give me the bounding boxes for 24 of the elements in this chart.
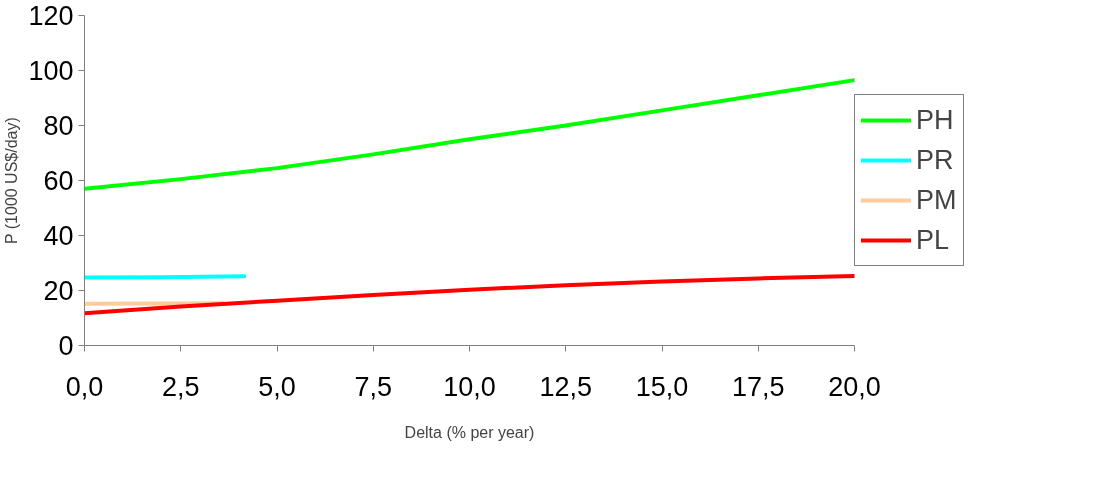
y-tick-label: 40 [43,221,74,251]
y-tick-label: 20 [43,276,74,306]
x-tick-label: 2,5 [161,371,200,402]
y-tick-label: 0 [58,331,74,361]
x-tick-label: 17,5 [731,371,785,402]
x-tick-label: 15,0 [635,371,689,402]
y-tick-label: 80 [43,111,74,141]
x-tick-label: 0,0 [65,371,104,402]
x-tick-label: 5,0 [258,371,296,402]
legend-label: PH [916,103,954,137]
x-tick-label: 20,0 [828,371,881,402]
line-series [84,78,855,191]
x-axis-title: Delta (% per year) [404,423,535,441]
x-tick-label: 12,5 [539,371,593,402]
y-tick-label: 60 [43,166,74,196]
legend-label: PM [916,183,957,217]
y-tick-label: 120 [28,1,74,31]
y-axis-title: P (1000 US$/day) [3,117,21,245]
x-tick-label: 10,0 [443,371,496,402]
legend-label: PL [916,223,950,257]
x-tick-label: 7,5 [354,371,393,402]
line-series [84,273,855,316]
y-tick-label: 100 [28,56,74,86]
legend-label: PR [916,143,954,177]
